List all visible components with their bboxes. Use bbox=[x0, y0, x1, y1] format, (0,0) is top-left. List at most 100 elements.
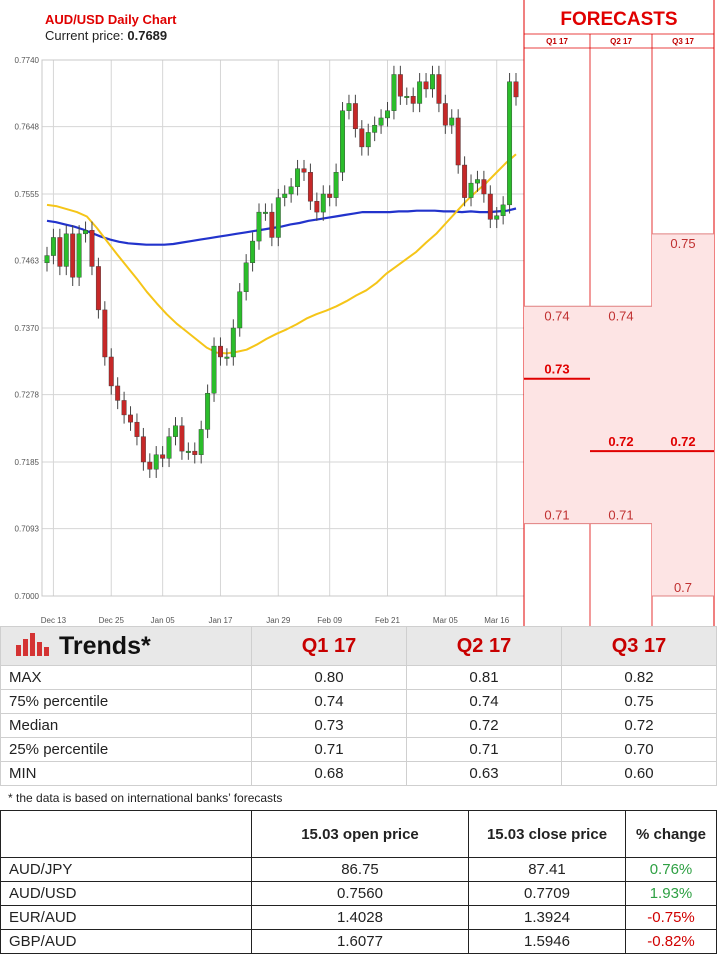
candle-up bbox=[365, 132, 371, 148]
candle-up bbox=[63, 233, 69, 267]
y-tick-label: 0.7648 bbox=[15, 123, 40, 132]
candle-up bbox=[333, 172, 339, 198]
footnote: * the data is based on international ban… bbox=[8, 791, 283, 805]
forecast-median-label: 0.72 bbox=[670, 434, 695, 449]
pairs-row-euraud: EUR/AUD 1.4028 1.3924 -0.75% bbox=[0, 905, 717, 930]
chart-area: AUD/USD Daily Chart Current price: 0.768… bbox=[14, 0, 715, 626]
candle-up bbox=[320, 193, 326, 213]
forecast-p25-label: 0.71 bbox=[544, 508, 569, 523]
candle-down bbox=[301, 168, 307, 173]
forecast-median-label: 0.73 bbox=[544, 362, 569, 377]
candle-down bbox=[513, 81, 519, 98]
pair-label: GBP/AUD bbox=[0, 929, 252, 954]
pairs-row-audjpy: AUD/JPY 86.75 87.41 0.76% bbox=[0, 857, 717, 882]
trends-row-min: MIN 0.68 0.63 0.60 bbox=[0, 761, 717, 786]
candle-down bbox=[95, 266, 101, 311]
trends-table: Trends* Q1 17 Q2 17 Q3 17 MAX 0.80 0.81 … bbox=[0, 626, 717, 786]
x-tick-label: Jan 05 bbox=[151, 616, 176, 625]
candle-down bbox=[423, 81, 429, 90]
ma50-line bbox=[46, 153, 517, 355]
pairs-row-audusd: AUD/USD 0.7560 0.7709 1.93% bbox=[0, 881, 717, 906]
trends-col-q3: Q3 17 bbox=[561, 626, 717, 666]
x-tick-label: Feb 09 bbox=[317, 616, 342, 625]
pairs-row-gbpaud: GBP/AUD 1.6077 1.5946 -0.82% bbox=[0, 929, 717, 954]
cell: 0.74 bbox=[406, 689, 562, 714]
pairs-col-open: 15.03 open price bbox=[251, 810, 469, 858]
candle-up bbox=[250, 240, 256, 264]
candle-down bbox=[436, 74, 442, 104]
candle-up bbox=[83, 230, 88, 235]
cell: 0.82 bbox=[561, 665, 717, 690]
y-tick-label: 0.7370 bbox=[15, 324, 40, 333]
candle-up bbox=[205, 392, 211, 430]
candle-up bbox=[372, 124, 378, 133]
cell: 0.71 bbox=[251, 737, 407, 762]
candle-up bbox=[282, 193, 288, 198]
trends-header: Trends* Q1 17 Q2 17 Q3 17 bbox=[0, 626, 717, 666]
cell: 0.63 bbox=[406, 761, 562, 786]
moving-averages bbox=[46, 153, 517, 355]
candle-up bbox=[262, 211, 268, 214]
pairs-col-change: % change bbox=[625, 810, 717, 858]
candle-down bbox=[397, 74, 403, 97]
trends-row-p25: 25% percentile 0.71 0.71 0.70 bbox=[0, 737, 717, 762]
y-tick-label: 0.7278 bbox=[15, 391, 40, 400]
open-price: 1.4028 bbox=[251, 905, 469, 930]
candle-down bbox=[140, 436, 146, 463]
row-label: 75% percentile bbox=[0, 689, 252, 714]
trends-row-max: MAX 0.80 0.81 0.82 bbox=[0, 665, 717, 690]
candle-down bbox=[134, 421, 140, 437]
candle-up bbox=[295, 168, 301, 187]
candle-down bbox=[179, 425, 185, 452]
cell: 0.74 bbox=[251, 689, 407, 714]
forecast-range-band bbox=[524, 306, 590, 524]
cell: 0.68 bbox=[251, 761, 407, 786]
forecast-quarter-label: Q1 17 bbox=[546, 37, 568, 46]
candle-up bbox=[346, 103, 352, 111]
candle-down bbox=[359, 128, 365, 148]
candle-up bbox=[153, 454, 159, 470]
forecasts-title: FORECASTS bbox=[560, 9, 677, 30]
candle-down bbox=[128, 414, 133, 423]
open-price: 0.7560 bbox=[251, 881, 469, 906]
forecast-p75-label: 0.74 bbox=[544, 308, 569, 323]
candle-up bbox=[44, 255, 50, 264]
candle-down bbox=[121, 400, 127, 416]
bar-chart-icon bbox=[15, 632, 51, 660]
forecast-range-band bbox=[590, 306, 652, 524]
close-price: 87.41 bbox=[468, 857, 626, 882]
x-tick-label: Jan 17 bbox=[208, 616, 233, 625]
forecast-median-label: 0.72 bbox=[608, 434, 633, 449]
candle-up bbox=[275, 197, 281, 238]
forecast-quarter-label: Q2 17 bbox=[610, 37, 632, 46]
row-label: MAX bbox=[0, 665, 252, 690]
y-tick-label: 0.7185 bbox=[15, 458, 40, 467]
candle-up bbox=[494, 215, 500, 220]
row-label: MIN bbox=[0, 761, 252, 786]
pct-change: 1.93% bbox=[625, 881, 717, 906]
candle-up bbox=[404, 96, 410, 98]
candle-up bbox=[224, 356, 230, 359]
candle-down bbox=[481, 179, 487, 195]
cell: 0.71 bbox=[406, 737, 562, 762]
chart-title: AUD/USD Daily Chart bbox=[45, 12, 177, 27]
candle-up bbox=[475, 179, 480, 184]
candle-down bbox=[89, 230, 95, 267]
candle-down bbox=[442, 103, 448, 126]
y-tick-label: 0.7093 bbox=[15, 525, 40, 534]
x-tick-label: Dec 25 bbox=[99, 616, 125, 625]
pairs-corner bbox=[0, 810, 252, 858]
forecast-range-band bbox=[652, 233, 714, 597]
trends-col-q1: Q1 17 bbox=[251, 626, 407, 666]
forecast-quarter-label: Q3 17 bbox=[672, 37, 694, 46]
pair-label: EUR/AUD bbox=[0, 905, 252, 930]
candle-down bbox=[455, 117, 461, 166]
pct-change: 0.76% bbox=[625, 857, 717, 882]
y-tick-label: 0.7740 bbox=[15, 56, 40, 65]
candle-up bbox=[385, 110, 390, 119]
candle-up bbox=[198, 429, 204, 455]
ma200-line bbox=[46, 207, 517, 246]
trends-title: Trends* bbox=[59, 631, 151, 660]
candle-down bbox=[327, 193, 333, 198]
candle-up bbox=[237, 291, 243, 329]
